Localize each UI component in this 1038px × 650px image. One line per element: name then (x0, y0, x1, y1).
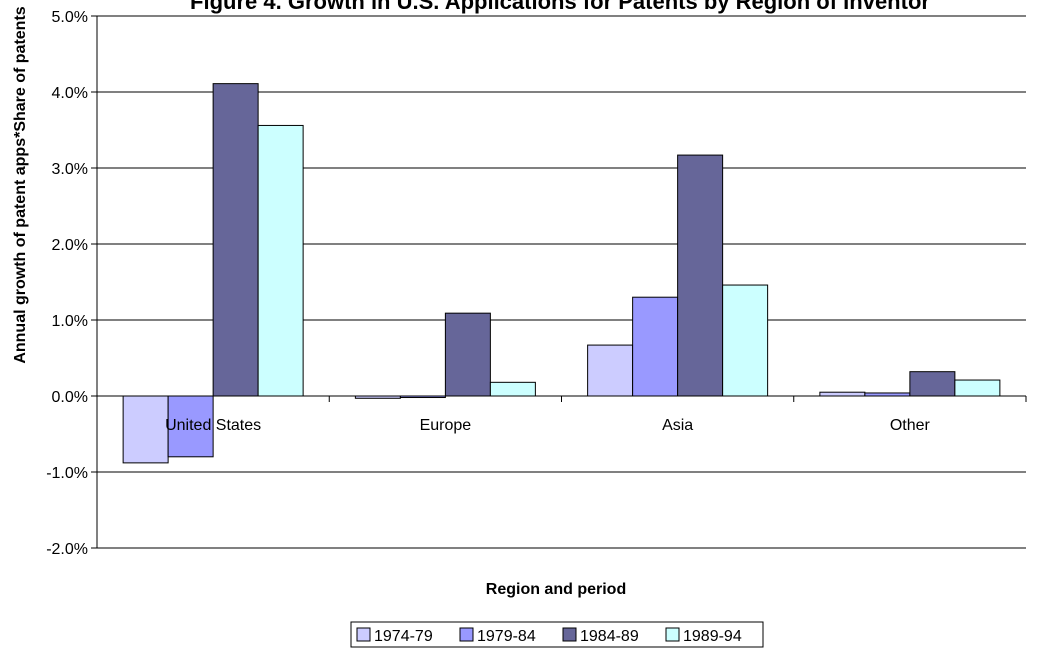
category-label: Asia (662, 417, 693, 434)
bar-asia-1984-89 (677, 154, 724, 397)
legend-label: 1984-89 (580, 628, 639, 645)
bar-united-states-1984-89 (212, 83, 259, 397)
y-axis-title: Annual growth of patent apps*Share of pa… (12, 6, 29, 363)
y-tick-label: -2.0% (46, 541, 88, 558)
legend-label: 1979-84 (477, 628, 536, 645)
y-tick-label: 3.0% (52, 161, 88, 178)
bar-asia-1974-79 (587, 344, 634, 397)
bar-other-1989-94 (954, 379, 1001, 397)
legend-swatch (356, 627, 371, 642)
y-tick-label: 4.0% (52, 85, 88, 102)
bar-united-states-1979-84 (167, 395, 214, 458)
y-tick-label: -1.0% (46, 465, 88, 482)
legend-label: 1989-94 (683, 628, 742, 645)
legend-label: 1974-79 (374, 628, 433, 645)
bar-asia-1979-84 (632, 296, 679, 397)
category-labels: United States Europe Asia Other (165, 417, 930, 434)
bar-europe-1989-94 (489, 381, 536, 397)
category-label: Europe (420, 417, 472, 434)
chart-title: Figure 4. Growth in U.S. Applications fo… (190, 0, 930, 14)
y-tick-label: 5.0% (52, 9, 88, 26)
y-tick-labels: -2.0% -1.0% 0.0% 1.0% 2.0% 3.0% 4.0% 5.0% (46, 9, 88, 558)
legend-swatch (665, 627, 680, 642)
x-axis-title: Region and period (486, 581, 626, 598)
bar-united-states-1974-79 (122, 395, 169, 464)
axes (91, 15, 1027, 549)
category-label: Other (890, 417, 931, 434)
legend-swatch (562, 627, 577, 642)
legend-box (350, 621, 764, 648)
legend: 1974-79 1979-84 1984-89 1989-94 (350, 621, 764, 648)
y-tick-label: 0.0% (52, 389, 88, 406)
y-tick-label: 1.0% (52, 313, 88, 330)
y-tick-label: 2.0% (52, 237, 88, 254)
bar-europe-1984-89 (444, 312, 491, 397)
bar-united-states-1989-94 (257, 124, 304, 397)
bar-other-1984-89 (909, 371, 956, 397)
legend-swatch (459, 627, 474, 642)
bar-other-1974-79 (819, 391, 866, 397)
bars (122, 83, 1001, 464)
bar-asia-1989-94 (722, 284, 769, 397)
category-label: United States (165, 417, 261, 434)
